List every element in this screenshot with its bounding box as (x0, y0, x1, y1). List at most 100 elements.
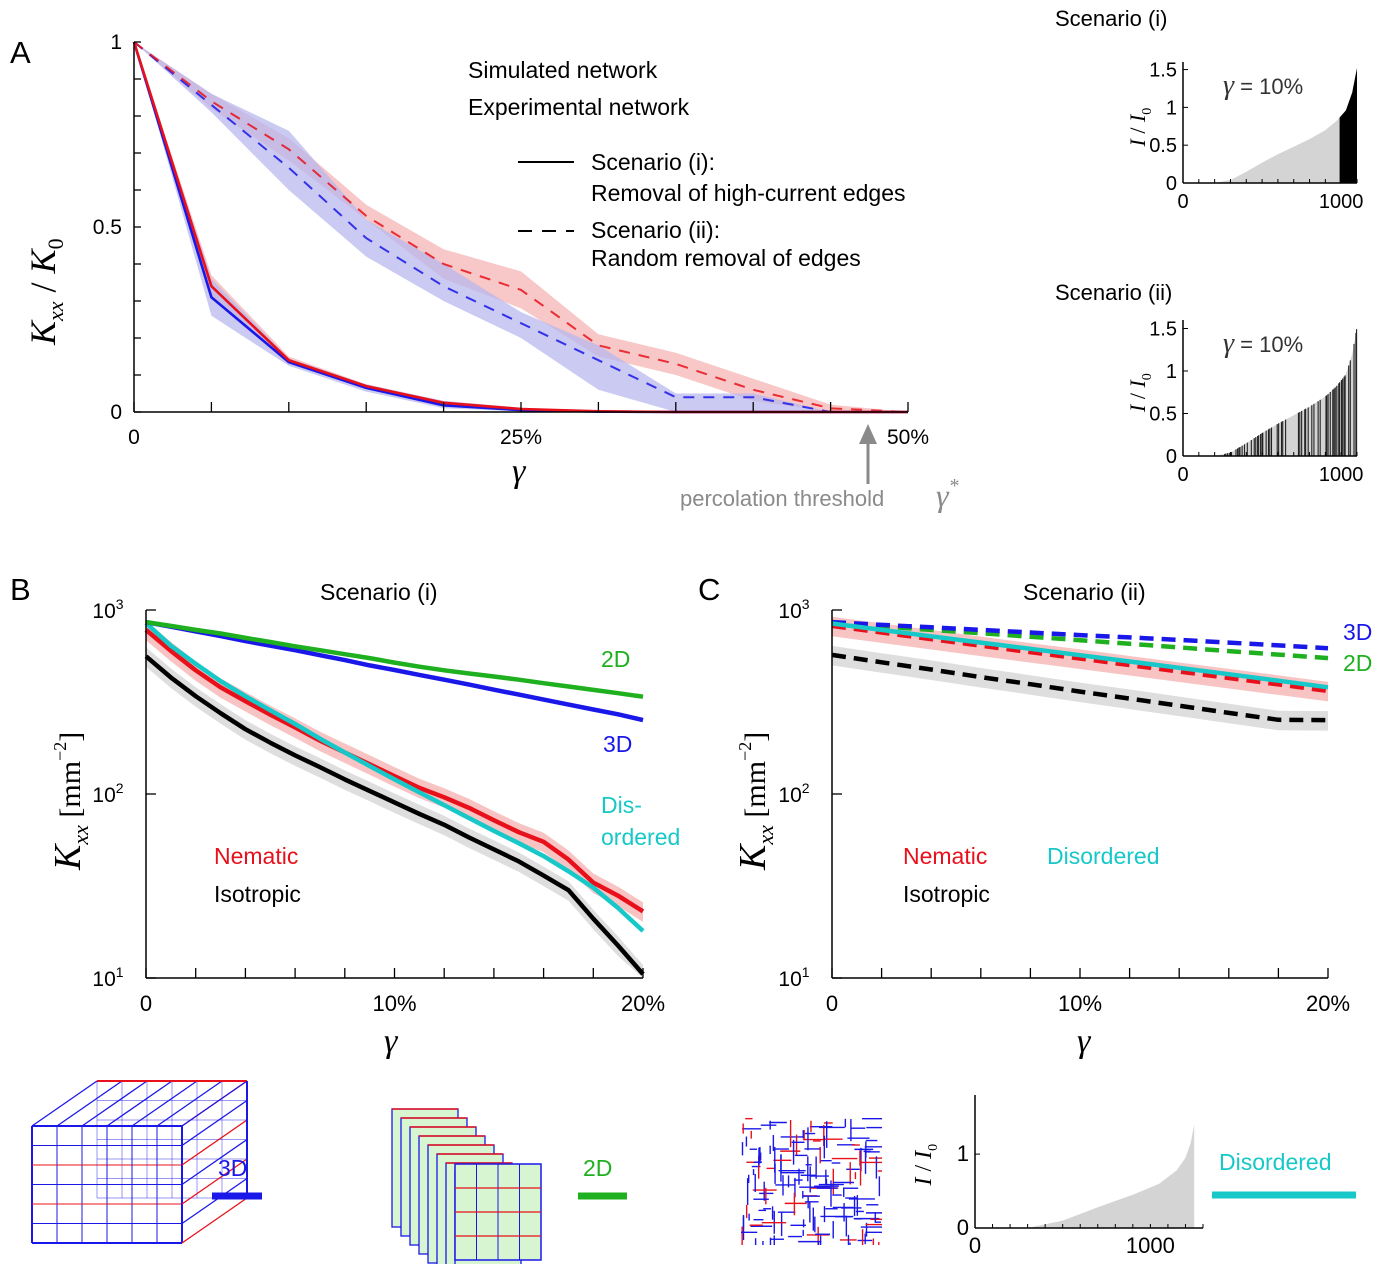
removed-edges-area (1339, 68, 1357, 183)
svg-text:Kxx [mm−2]: Kxx [mm−2] (732, 732, 778, 871)
y-tick-label: 1 (110, 31, 122, 54)
svg-text:Kxx / K0: Kxx / K0 (23, 238, 68, 346)
lattice-edge (31, 1080, 98, 1127)
legend-disordered-label: Disordered (1219, 1149, 1332, 1175)
legend-scenario-i-desc: Removal of high-current edges (591, 180, 906, 206)
panel-a-xlabel: γ (512, 453, 527, 490)
lattice-edge (181, 1080, 248, 1127)
lattice-edge (181, 1099, 248, 1147)
inset-disordered-distribution: 0 1000 0 1 I / I0 (911, 1095, 1204, 1258)
panel-letter-c: C (698, 572, 720, 607)
y-tick-label: 102 (92, 780, 123, 807)
inset-x-tick-label: 0 (1177, 191, 1188, 213)
series-line-Nematic (831, 623, 1329, 694)
lattice-edge (181, 1197, 248, 1244)
series-label-Nematic: Nematic (214, 843, 298, 869)
x-tick-label: 10% (372, 991, 416, 1016)
panel-letter-a: A (10, 35, 31, 70)
y-tick-label: 0.5 (93, 216, 122, 239)
series-label-2D: 2D (601, 646, 630, 672)
band-3 (134, 42, 908, 412)
lattice-edge (156, 1080, 223, 1127)
series-line-Disordered (831, 621, 1329, 690)
series-line-2D (145, 619, 644, 699)
panel-b-title: Scenario (i) (320, 579, 438, 605)
panel-a-ylabel: Kxx / K0 (23, 238, 68, 346)
inset-y-tick-label: 0.5 (1149, 404, 1177, 426)
series-label-Isotropic: Isotropic (903, 881, 990, 907)
series-line-2D (831, 620, 1329, 661)
lattice-edge (181, 1119, 248, 1166)
inset-x-tick-label: 0 (1177, 464, 1188, 486)
inset-ii-title: Scenario (ii) (1055, 280, 1172, 305)
series-label-Nematic: Nematic (903, 843, 987, 869)
series-line-Nematic (144, 628, 645, 914)
legend-simulated-network: Simulated network (468, 57, 658, 83)
lattice-edge (106, 1080, 173, 1127)
x-tick-label: 25% (500, 426, 542, 449)
legend-scenario-ii-desc: Random removal of edges (591, 245, 861, 271)
series-line-3D (831, 619, 1329, 651)
lattice-edge (181, 1158, 248, 1205)
legend-2d-label: 2D (583, 1155, 612, 1181)
inset-x-tick-label: 1000 (1319, 191, 1364, 213)
disordered-network-illustration (741, 1117, 882, 1245)
inset-x-tick-label: 1000 (1126, 1233, 1175, 1258)
y-tick-label: 103 (92, 596, 123, 623)
percolation-label: percolation threshold (680, 486, 884, 511)
panel-c-ylabel: Kxx [mm−2] (732, 732, 778, 871)
panel-c-chart: 0 10% 20% 101 102 103 3D 2D Disordered Nematic Iso… (778, 596, 1372, 1016)
series-line-Isotropic (144, 654, 645, 976)
percolation-arrowhead (859, 424, 877, 444)
legend-scenario-i-title: Scenario (i): (591, 149, 715, 175)
series-label-Disordered: Disordered (1047, 843, 1160, 869)
inset-y-tick-label: 1 (957, 1141, 969, 1166)
inset-y-tick-label: 0 (1166, 446, 1177, 468)
series-line-3D (145, 619, 644, 723)
series-line-3 (133, 41, 908, 413)
y-tick-label: 101 (778, 964, 809, 991)
x-tick-label: 10% (1058, 991, 1102, 1016)
band-Isotropic (146, 647, 643, 978)
legend-experimental-network: Experimental network (468, 94, 690, 120)
legend-scenario-ii-title: Scenario (ii): (591, 217, 720, 243)
panel-c-title: Scenario (ii) (1023, 579, 1146, 605)
distribution-area (1183, 68, 1357, 183)
legend-3d-label: 3D (218, 1155, 247, 1181)
percolation-symbol: γ* (936, 475, 959, 513)
lattice-edge (181, 1138, 248, 1186)
inset-y-tick-label: 0 (957, 1215, 969, 1240)
panel-b-ylabel: Kxx [mm−2] (47, 732, 93, 871)
inset-annotation: γ = 10% (1223, 70, 1303, 101)
inset-y-tick-label: 1.5 (1149, 60, 1177, 82)
y-tick-label: 101 (92, 964, 123, 991)
lattice-edge (181, 1177, 248, 1225)
panel-a-chart: 0 25% 50% 0 0.5 1 (93, 31, 929, 449)
inset-y-tick-label: 1 (1166, 97, 1177, 119)
x-tick-label: 50% (887, 426, 929, 449)
series-line-2 (133, 41, 909, 413)
inset-annotation: γ = 10% (1223, 328, 1303, 359)
y-tick-label: 0 (110, 401, 122, 424)
panel-b-xlabel: γ (384, 1023, 399, 1060)
inset-ylabel: I / I0 (911, 1144, 941, 1187)
band-Nematic (146, 620, 643, 922)
lattice-2d-illustration (391, 1108, 542, 1264)
inset-i-title: Scenario (i) (1055, 6, 1167, 31)
series-label-2D: 2D (1343, 650, 1372, 676)
x-tick-label: 20% (1306, 991, 1350, 1016)
series-line-Disordered (144, 621, 645, 933)
inset-x-tick-label: 0 (969, 1233, 981, 1258)
distribution-area (975, 1124, 1195, 1228)
x-tick-label: 0 (140, 991, 152, 1016)
x-tick-label: 0 (128, 426, 140, 449)
y-tick-label: 103 (778, 596, 809, 623)
inset-x-tick-label: 1000 (1319, 464, 1364, 486)
series-label-3D: 3D (603, 731, 632, 757)
x-tick-label: 20% (621, 991, 665, 1016)
series-label-Isotropic: Isotropic (214, 881, 301, 907)
series-line-Isotropic (831, 652, 1329, 723)
